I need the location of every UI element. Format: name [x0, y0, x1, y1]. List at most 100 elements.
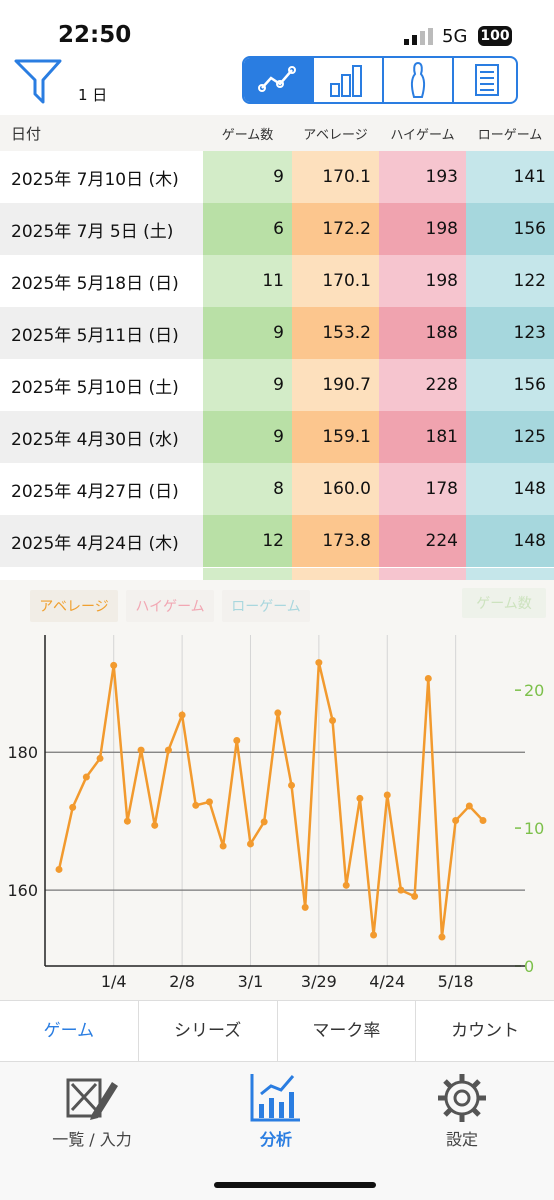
data-point: [479, 816, 487, 824]
stat-cell: 148: [466, 515, 554, 567]
y2-toggle: [462, 588, 546, 618]
x-tick-label: 5/18: [438, 972, 474, 991]
stat-cell: 156: [466, 203, 554, 255]
analysis-icon[interactable]: [248, 1070, 304, 1126]
stat-cell: 123: [466, 307, 554, 359]
y2-tick-label: 0: [524, 957, 534, 976]
data-point: [178, 711, 186, 719]
status-bar: 22:50 5G 100: [0, 0, 554, 58]
data-point: [82, 773, 90, 781]
stat-cell: 9: [203, 151, 292, 203]
table-row[interactable]: 2025年 5月11日 (日) 9 153.2 188 123: [0, 307, 554, 359]
data-point: [219, 842, 227, 850]
date-cell: 2025年 4月27日 (日): [0, 463, 203, 515]
date-cell: 2025年 5月11日 (日): [0, 307, 203, 359]
pin-view[interactable]: [382, 58, 452, 102]
date-cell: 2025年 5月18日 (日): [0, 255, 203, 307]
stat-cell: 190.7: [292, 359, 379, 411]
stat-cell: 141: [466, 151, 554, 203]
stat-cell: 170.1: [292, 151, 379, 203]
legend-toggle: [30, 590, 118, 622]
stat-cell: 193: [379, 151, 466, 203]
period[interactable]: 1 日: [78, 86, 108, 104]
stat-cell: 153.2: [292, 307, 379, 359]
view-switcher[interactable]: [242, 56, 518, 104]
stat-cell: 198: [379, 255, 466, 307]
stat-cell: 156: [466, 359, 554, 411]
nav-label[interactable]: 設定: [445, 1130, 478, 1149]
stat-cell: 11: [203, 255, 292, 307]
nav-label[interactable]: 一覧 / 入力: [52, 1130, 132, 1149]
tab[interactable]: マーク率: [276, 1001, 416, 1061]
table-row[interactable]: 2025年 4月24日 (木) 12 173.8 224 148: [0, 515, 554, 567]
line-view[interactable]: [244, 58, 312, 102]
data-point: [424, 674, 432, 682]
column-header: ローゲーム: [477, 127, 543, 143]
score-table: 日付 ゲーム数 アベレージ ハイゲーム ローゲーム 2025年 7月10日 (木) 9 170…: [0, 115, 554, 567]
clock: 22:50: [58, 22, 132, 48]
signal-icon: [404, 28, 433, 45]
date-cell: 2025年 4月24日 (木): [0, 515, 203, 567]
table-header: 日付 ゲーム数 アベレージ ハイゲーム ローゲーム: [0, 115, 554, 151]
date-cell: 2025年 4月30日 (水): [0, 411, 203, 463]
list-view[interactable]: [452, 58, 516, 102]
date-cell: 2025年 5月10日 (土): [0, 359, 203, 411]
tab[interactable]: ゲーム: [43, 1021, 95, 1041]
tab-bar: ゲーム シリーズ マーク率 カウント: [0, 1000, 554, 1062]
partial-row: [0, 568, 554, 580]
table-row[interactable]: 2025年 4月27日 (日) 8 160.0 178 148: [0, 463, 554, 515]
bar-view[interactable]: [312, 58, 382, 102]
data-point: [342, 881, 350, 889]
table-row[interactable]: 2025年 7月 5日 (土) 6 172.2 198 156: [0, 203, 554, 255]
data-point: [123, 817, 131, 825]
column-header: ハイゲーム: [390, 127, 455, 143]
stat-cell: 198: [379, 203, 466, 255]
column-header: アベレージ: [303, 127, 368, 143]
data-point: [137, 746, 145, 754]
data-point: [260, 818, 268, 826]
y2-label: ゲーム数: [476, 596, 532, 612]
list-icon[interactable]: [62, 1070, 122, 1126]
stat-cell: 9: [203, 307, 292, 359]
filter-icon[interactable]: [14, 58, 64, 104]
nav-label[interactable]: 分析: [259, 1130, 292, 1149]
data-point: [110, 661, 118, 669]
table-row[interactable]: 2025年 4月30日 (水) 9 159.1 181 125: [0, 411, 554, 463]
tab[interactable]: カウント: [415, 1001, 554, 1061]
data-point: [356, 794, 364, 802]
data-point: [55, 865, 63, 873]
legend-label: アベレージ: [39, 599, 108, 615]
battery: 100: [478, 26, 512, 46]
x-tick-label: 3/1: [238, 972, 264, 991]
stat-cell: 8: [203, 463, 292, 515]
data-point: [383, 791, 391, 799]
data-point: [164, 746, 172, 754]
legend-toggle: [222, 590, 310, 622]
table-row[interactable]: 2025年 7月10日 (木) 9 170.1 193 141: [0, 151, 554, 203]
data-point: [465, 802, 473, 810]
y-tick-label: 160: [7, 881, 38, 900]
tab[interactable]: シリーズ: [137, 1001, 277, 1061]
stat-cell: 172.2: [292, 203, 379, 255]
stat-cell: 6: [203, 203, 292, 255]
stat-cell: 9: [203, 411, 292, 463]
stat-cell: 125: [466, 411, 554, 463]
data-point: [233, 737, 241, 745]
home-indicator: [214, 1182, 376, 1188]
table-row[interactable]: 2025年 5月18日 (日) 11 170.1 198 122: [0, 255, 554, 307]
legend-toggle: [126, 590, 214, 622]
stat-cell: 160.0: [292, 463, 379, 515]
data-point: [246, 840, 254, 848]
stat-cell: 181: [379, 411, 466, 463]
data-point: [274, 709, 282, 717]
stat-cell: 148: [466, 463, 554, 515]
chart: アベレージ ハイゲーム ローゲーム ゲーム数 1/4 2/8 3/1 3/29 4/24 5/18…: [0, 580, 554, 1000]
data-point: [288, 781, 296, 789]
stat-cell: 159.1: [292, 411, 379, 463]
stat-cell: 170.1: [292, 255, 379, 307]
column-header: ゲーム数: [221, 127, 274, 143]
settings-icon[interactable]: [434, 1070, 490, 1126]
x-tick-label: 1/4: [101, 972, 127, 991]
table-row[interactable]: 2025年 5月10日 (土) 9 190.7 228 156: [0, 359, 554, 411]
